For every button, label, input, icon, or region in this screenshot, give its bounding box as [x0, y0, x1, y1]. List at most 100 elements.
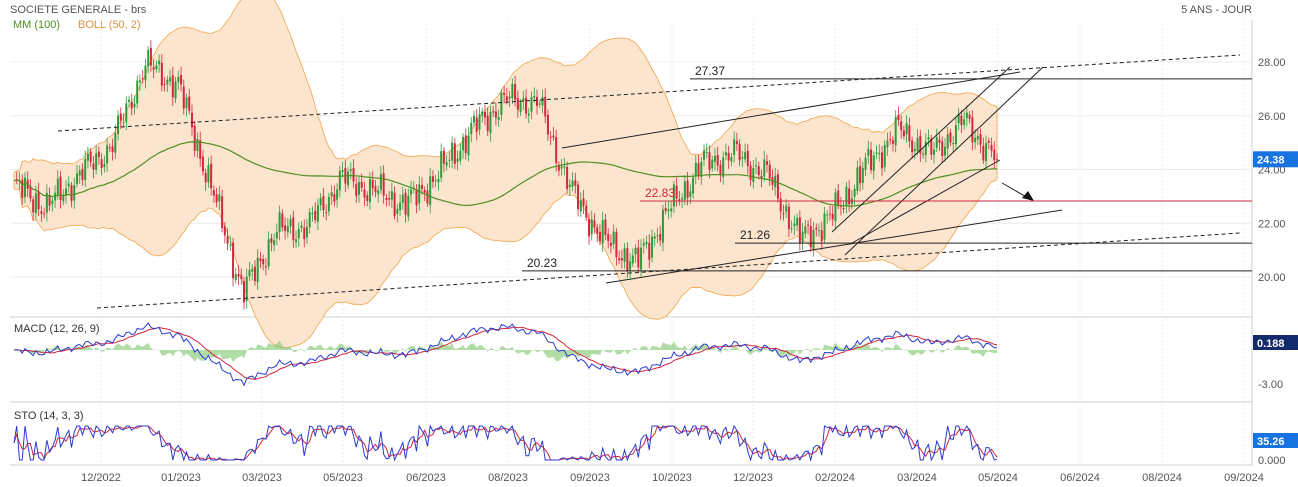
price-tick-label: 22.00 — [1258, 218, 1286, 230]
candle-body — [196, 138, 199, 152]
candle-body — [442, 150, 445, 164]
candle-body — [585, 205, 588, 218]
candle-body — [834, 192, 837, 222]
candle-body — [464, 135, 467, 154]
candle-body — [692, 177, 695, 194]
candle-body — [330, 192, 333, 197]
sto-title: STO (14, 3, 3) — [14, 410, 84, 422]
candle-body — [223, 226, 226, 236]
candle-body — [51, 200, 54, 205]
candle-body — [864, 157, 867, 170]
candle-body — [894, 117, 897, 146]
period-label[interactable]: 5 ANS - JOUR — [1181, 4, 1252, 16]
candle-body — [56, 178, 59, 195]
candle-body — [631, 255, 634, 264]
level-annotations: 27.37 22.83 21.26 20.23 — [522, 64, 1252, 272]
candle-body — [588, 219, 591, 237]
lower-channel-dashed — [96, 232, 1241, 309]
candle-body — [267, 239, 270, 267]
sto-tick-label: 0.000 — [1258, 455, 1286, 467]
candle-body — [598, 231, 601, 242]
candle-body — [456, 158, 459, 162]
candle-body — [199, 140, 202, 159]
candle-body — [878, 152, 881, 155]
candle-body — [59, 176, 62, 201]
candle-body — [426, 190, 429, 204]
candle-body — [607, 234, 610, 241]
candle-body — [377, 190, 380, 195]
candle-body — [382, 173, 385, 196]
candle-body — [645, 241, 648, 245]
candle-body — [174, 81, 177, 99]
candle-body — [73, 185, 76, 201]
candle-body — [62, 194, 65, 202]
candle-body — [571, 180, 574, 187]
candle-body — [295, 239, 298, 243]
candle-body — [880, 152, 883, 169]
candle-body — [21, 179, 24, 198]
candle-body — [557, 164, 560, 171]
candle-body — [316, 205, 319, 222]
date-tick-label: 05/2024 — [978, 472, 1018, 484]
candle-body — [34, 193, 37, 214]
candle-body — [538, 103, 541, 105]
candle-body — [724, 152, 727, 156]
candle-body — [683, 181, 686, 200]
candle-body — [182, 86, 185, 109]
candle-body — [640, 247, 643, 270]
candle-body — [229, 244, 232, 246]
candle-body — [103, 164, 106, 168]
candle-body — [681, 197, 684, 200]
candle-body — [886, 140, 889, 148]
candle-body — [946, 134, 949, 149]
candle-body — [776, 174, 779, 199]
candle-body — [779, 198, 782, 212]
candle-body — [719, 164, 722, 175]
candle-body — [519, 102, 522, 112]
candle-body — [902, 130, 905, 137]
date-tick-label: 02/2024 — [815, 472, 855, 484]
trend-lines — [57, 54, 1241, 309]
candle-body — [612, 231, 615, 244]
candle-body — [32, 199, 35, 213]
candle-body — [763, 159, 766, 177]
candle-body — [437, 179, 440, 183]
candle-body — [609, 243, 612, 246]
candle-body — [286, 226, 289, 233]
candle-body — [678, 199, 681, 202]
candle-body — [48, 195, 51, 206]
candle-body — [798, 217, 801, 244]
candle-body — [883, 145, 886, 168]
candle-body — [65, 188, 68, 196]
candle-body — [965, 112, 968, 118]
candle-body — [275, 232, 278, 239]
candle-body — [396, 208, 399, 214]
candle-body — [404, 192, 407, 215]
candle-body — [319, 197, 322, 206]
candle-body — [689, 191, 692, 197]
candle-body — [412, 187, 415, 189]
legend-boll: BOLL (50, 2) — [78, 19, 141, 31]
candle-body — [845, 186, 848, 206]
candle-body — [237, 273, 240, 277]
candle-body — [45, 192, 48, 213]
candle-body — [968, 114, 971, 119]
candle-body — [675, 185, 678, 199]
candle-body — [694, 163, 697, 176]
candle-body — [111, 146, 114, 153]
candle-body — [147, 49, 150, 67]
candle-body — [314, 210, 317, 221]
candle-body — [473, 115, 476, 123]
candle-body — [481, 111, 484, 116]
candle-body — [81, 168, 84, 180]
channel-lower — [844, 66, 1044, 256]
candle-body — [700, 161, 703, 178]
candle-body — [990, 144, 993, 151]
candle-body — [497, 116, 500, 120]
candle-body — [262, 258, 265, 265]
level-label: 22.83 — [645, 186, 675, 200]
level-label: 20.23 — [527, 256, 557, 270]
candle-body — [522, 98, 525, 102]
candle-body — [327, 196, 330, 212]
price-tick-label: 24.00 — [1258, 165, 1286, 177]
